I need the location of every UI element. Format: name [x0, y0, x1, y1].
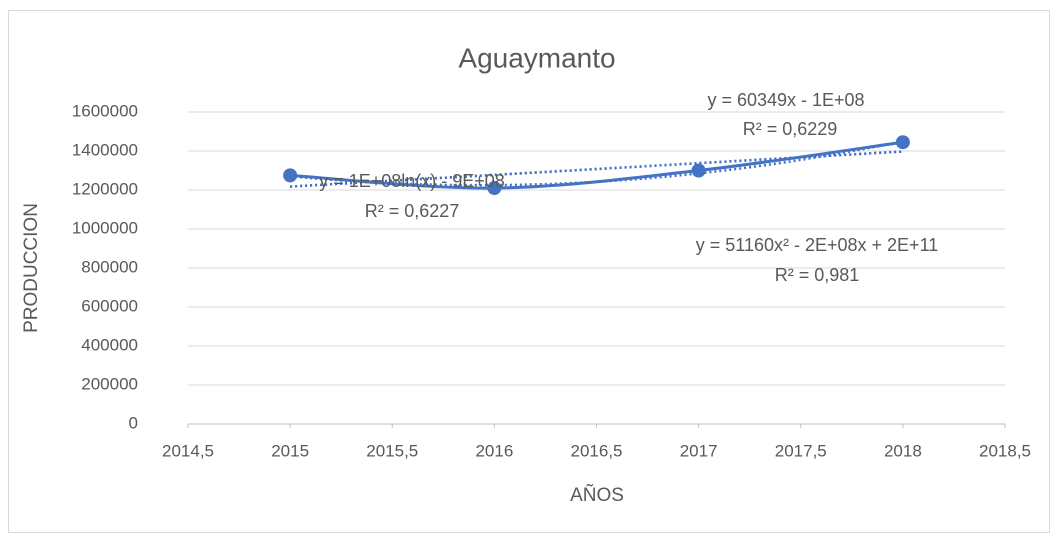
y-axis-label: PRODUCCION: [21, 203, 42, 333]
trendline-equation: y = 60349x - 1E+08: [707, 90, 864, 110]
series-line: [290, 140, 904, 190]
trendline-equation: R² = 0,6227: [365, 201, 460, 221]
chart-border: [8, 10, 1050, 533]
x-tick-label: 2017,5: [775, 441, 827, 460]
data-point: [691, 163, 706, 178]
y-tick-label: 1600000: [72, 101, 138, 120]
y-tick-label: 1200000: [72, 179, 138, 198]
x-tick-label: 2018: [884, 441, 922, 460]
x-tick-label: 2017: [680, 441, 718, 460]
x-tick-label: 2016: [475, 441, 513, 460]
x-tick-label: 2018,5: [979, 441, 1031, 460]
y-tick-label: 600000: [81, 296, 138, 315]
y-tick-label: 1400000: [72, 140, 138, 159]
y-tick-label: 200000: [81, 374, 138, 393]
x-tick-label: 2015,5: [366, 441, 418, 460]
x-tick-label: 2014,5: [162, 441, 214, 460]
y-tick-label: 1000000: [72, 218, 138, 237]
trendline-equation: R² = 0,6229: [743, 119, 838, 139]
y-tick-label: 400000: [81, 335, 138, 354]
x-tick-label: 2015: [271, 441, 309, 460]
trendline-equation: y = 51160x² - 2E+08x + 2E+11: [696, 235, 939, 255]
data-point: [283, 168, 298, 183]
x-axis-label: AÑOS: [570, 484, 624, 506]
trendline-equation: R² = 0,981: [775, 265, 860, 285]
chart-title: Aguaymanto: [458, 42, 615, 73]
y-tick-label: 800000: [81, 257, 138, 276]
y-tick-label: 0: [129, 413, 138, 432]
data-point: [895, 135, 910, 150]
data-point: [487, 181, 502, 196]
x-tick-label: 2016,5: [571, 441, 623, 460]
trendline-equation: y = 1E+08ln(x) - 9E+08: [319, 171, 505, 191]
